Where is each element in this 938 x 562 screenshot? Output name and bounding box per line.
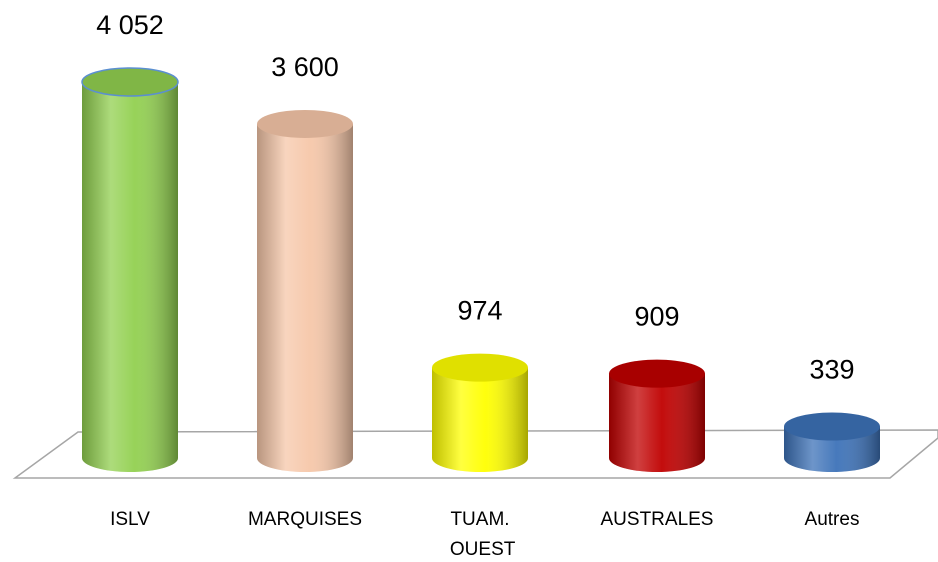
- bar-top: [609, 359, 705, 388]
- value-label: 4 052: [96, 10, 164, 40]
- bar-top-shade: [81, 67, 179, 97]
- bar-top: [784, 412, 880, 441]
- value-label: 974: [457, 296, 502, 326]
- bar-top-shade: [257, 109, 353, 138]
- bar: [609, 359, 705, 472]
- value-label: 3 600: [271, 52, 339, 82]
- bar-body-shade: [432, 367, 528, 458]
- bar-top: [82, 68, 178, 96]
- x-tick-label: MARQUISES: [248, 509, 362, 530]
- value-label: 339: [809, 355, 854, 385]
- x-tick-label: ISLV: [110, 509, 150, 530]
- x-tick-label: TUAM. OUEST: [445, 509, 516, 560]
- bar: [784, 412, 880, 472]
- bar-top-shade: [432, 353, 528, 382]
- x-tick-label: Autres: [805, 509, 860, 530]
- x-tick-label: AUSTRALES: [601, 509, 714, 530]
- bar: [257, 109, 353, 472]
- bar-top-shade: [609, 359, 705, 388]
- bar-body-shade: [82, 82, 178, 458]
- bar-top: [257, 109, 353, 138]
- value-label: 909: [634, 302, 679, 332]
- bar: [81, 67, 179, 472]
- bar-body-shade: [257, 123, 353, 458]
- bar-top: [432, 353, 528, 382]
- bar-body-shade: [609, 373, 705, 458]
- bar-top-shade: [784, 412, 880, 441]
- bar: [432, 353, 528, 472]
